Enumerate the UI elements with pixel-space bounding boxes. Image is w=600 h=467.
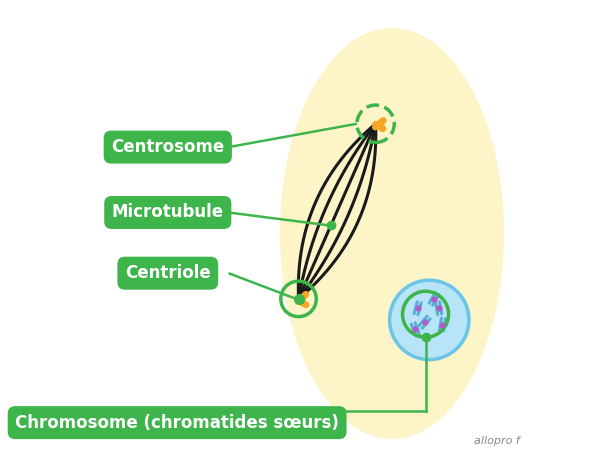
Text: Chromosome (chromatides sœurs): Chromosome (chromatides sœurs): [15, 414, 339, 432]
Text: Centriole: Centriole: [125, 264, 211, 282]
Circle shape: [389, 280, 469, 360]
Text: Centrosome: Centrosome: [111, 138, 224, 156]
Text: allopro f: allopro f: [474, 436, 520, 446]
Ellipse shape: [280, 28, 504, 439]
Text: Microtubule: Microtubule: [112, 204, 224, 221]
